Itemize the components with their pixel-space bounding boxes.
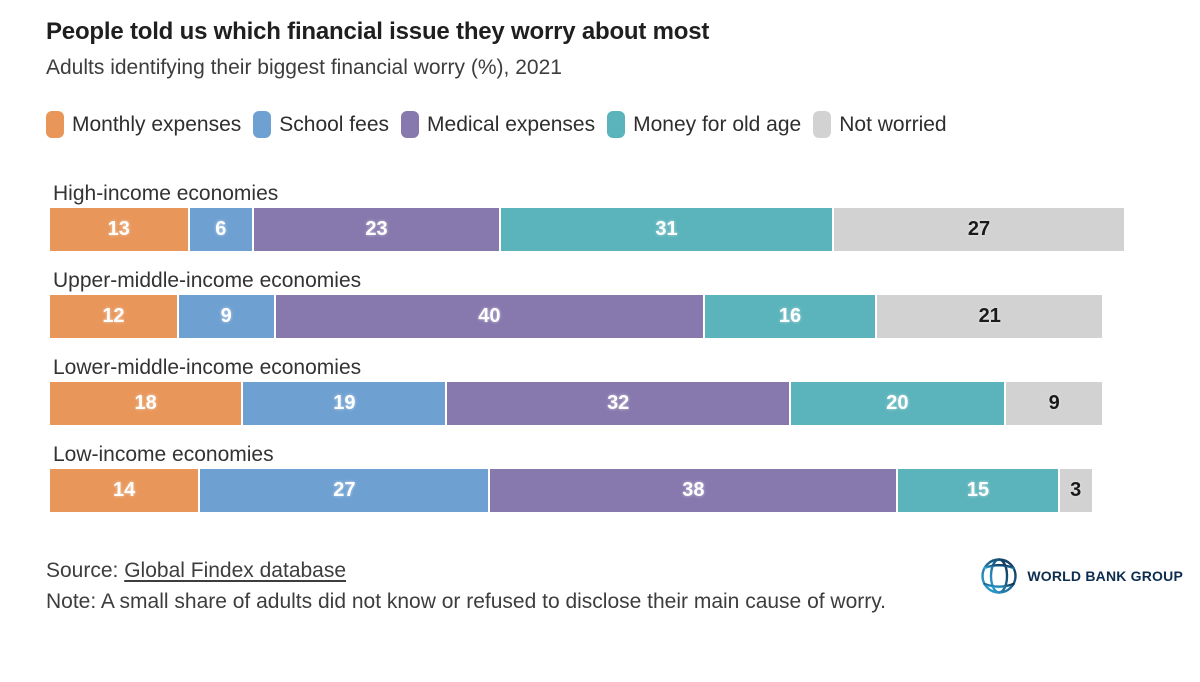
legend-item-monthly-expenses: Monthly expenses [46,111,242,139]
bar-value-label: 14 [113,479,136,502]
globe-icon [981,558,1018,594]
bar-segment-school-fees: 9 [178,295,276,339]
source-line: Source: Global Findex database [46,555,1200,586]
medical-expenses-swatch-icon [401,111,420,139]
source-link[interactable]: Global Findex database [124,559,347,583]
bar-value-label: 23 [365,218,388,241]
bar-value-label: 21 [978,305,1001,328]
row-label: Low-income economies [53,443,274,467]
bar-segment-money-for-old-age: 20 [791,382,1006,426]
bar-value-label: 12 [102,305,125,328]
bar-value-label: 31 [655,218,678,241]
bar-segment-not-worried: 27 [834,208,1124,252]
stacked-bar: 18 19 32 20 9 [50,382,1124,426]
bar-segment-school-fees: 19 [243,382,448,426]
bar-segment-monthly-expenses: 12 [50,295,179,339]
bar-value-label: 13 [107,218,130,241]
bar-segment-not-worried: 9 [1005,382,1103,426]
bar-value-label: 16 [778,305,802,328]
bar-segment-monthly-expenses: 14 [50,469,201,513]
bar-value-label: 9 [220,305,232,328]
legend-item-school-fees: School fees [253,111,390,139]
bar-segment-medical-expenses: 40 [275,295,706,339]
bar-value-label: 19 [333,392,356,415]
world-bank-logo: WORLD BANK GROUP [979,556,1183,596]
stacked-bar: 14 27 38 15 3 [50,469,1124,513]
bar-value-label: 27 [333,479,356,502]
chart-title: People told us which financial issue the… [46,18,710,45]
legend-item-not-worried: Not worried [813,111,947,139]
bar-segment-money-for-old-age: 15 [898,469,1060,513]
school-fees-swatch-icon [253,111,272,139]
legend-label: Monthly expenses [72,112,242,136]
money-for-old-age-swatch-icon [607,111,626,139]
stacked-bar: 12 9 40 16 21 [50,295,1124,339]
chart-row: High-income economies 13 6 23 31 27 [50,180,1124,252]
bar-segment-school-fees: 6 [189,208,255,252]
row-label: High-income economies [53,182,279,206]
stacked-bar: 13 6 23 31 27 [50,208,1124,252]
bar-value-label: 20 [886,392,909,415]
legend-label: Money for old age [633,112,802,136]
bar-segment-money-for-old-age: 31 [501,208,834,252]
chart-row: Low-income economies 14 27 38 15 3 [50,441,1124,513]
chart-row: Lower-middle-income economies 18 19 32 20 9 [50,354,1124,426]
bar-segment-monthly-expenses: 13 [50,208,190,252]
bar-value-label: 18 [134,392,157,415]
footer: Source: Global Findex database Note: A s… [46,555,1200,617]
legend-item-medical-expenses: Medical expenses [401,111,596,139]
bar-segment-medical-expenses: 32 [447,382,792,426]
chart-row: Upper-middle-income economies 12 9 40 16 21 [50,267,1124,339]
row-label: Lower-middle-income economies [53,356,362,380]
legend-item-money-for-old-age: Money for old age [607,111,802,139]
bar-value-label: 9 [1048,392,1060,415]
bar-segment-monthly-expenses: 18 [50,382,244,426]
bar-segment-school-fees: 27 [200,469,491,513]
logo-text: WORLD BANK GROUP [1027,568,1183,584]
chart-subtitle: Adults identifying their biggest financi… [46,55,562,79]
bar-value-label: 6 [215,218,227,241]
legend-label: Medical expenses [427,112,596,136]
bar-segment-medical-expenses: 38 [490,469,899,513]
legend-label: Not worried [839,112,947,136]
monthly-expenses-swatch-icon [46,111,64,139]
source-label: Source: [46,559,125,583]
bar-segment-not-worried: 21 [876,295,1103,339]
bar-segment-medical-expenses: 23 [254,208,502,252]
bar-value-label: 15 [966,479,990,502]
bar-value-label: 32 [607,392,630,415]
bar-value-label: 40 [478,305,501,328]
chart: High-income economies 13 6 23 31 27 Upper-midd… [50,180,1124,513]
bar-value-label: 38 [682,479,705,502]
legend: Monthly expenses School fees Medical expen… [46,111,1200,139]
row-label: Upper-middle-income economies [53,269,362,293]
bar-segment-not-worried: 3 [1059,469,1092,513]
bar-segment-money-for-old-age: 16 [705,295,877,339]
bar-value-label: 3 [1070,479,1082,502]
legend-label: School fees [279,112,390,136]
bar-value-label: 27 [967,218,991,241]
not-worried-swatch-icon [813,111,832,139]
note-line: Note: A small share of adults did not kn… [46,590,887,614]
